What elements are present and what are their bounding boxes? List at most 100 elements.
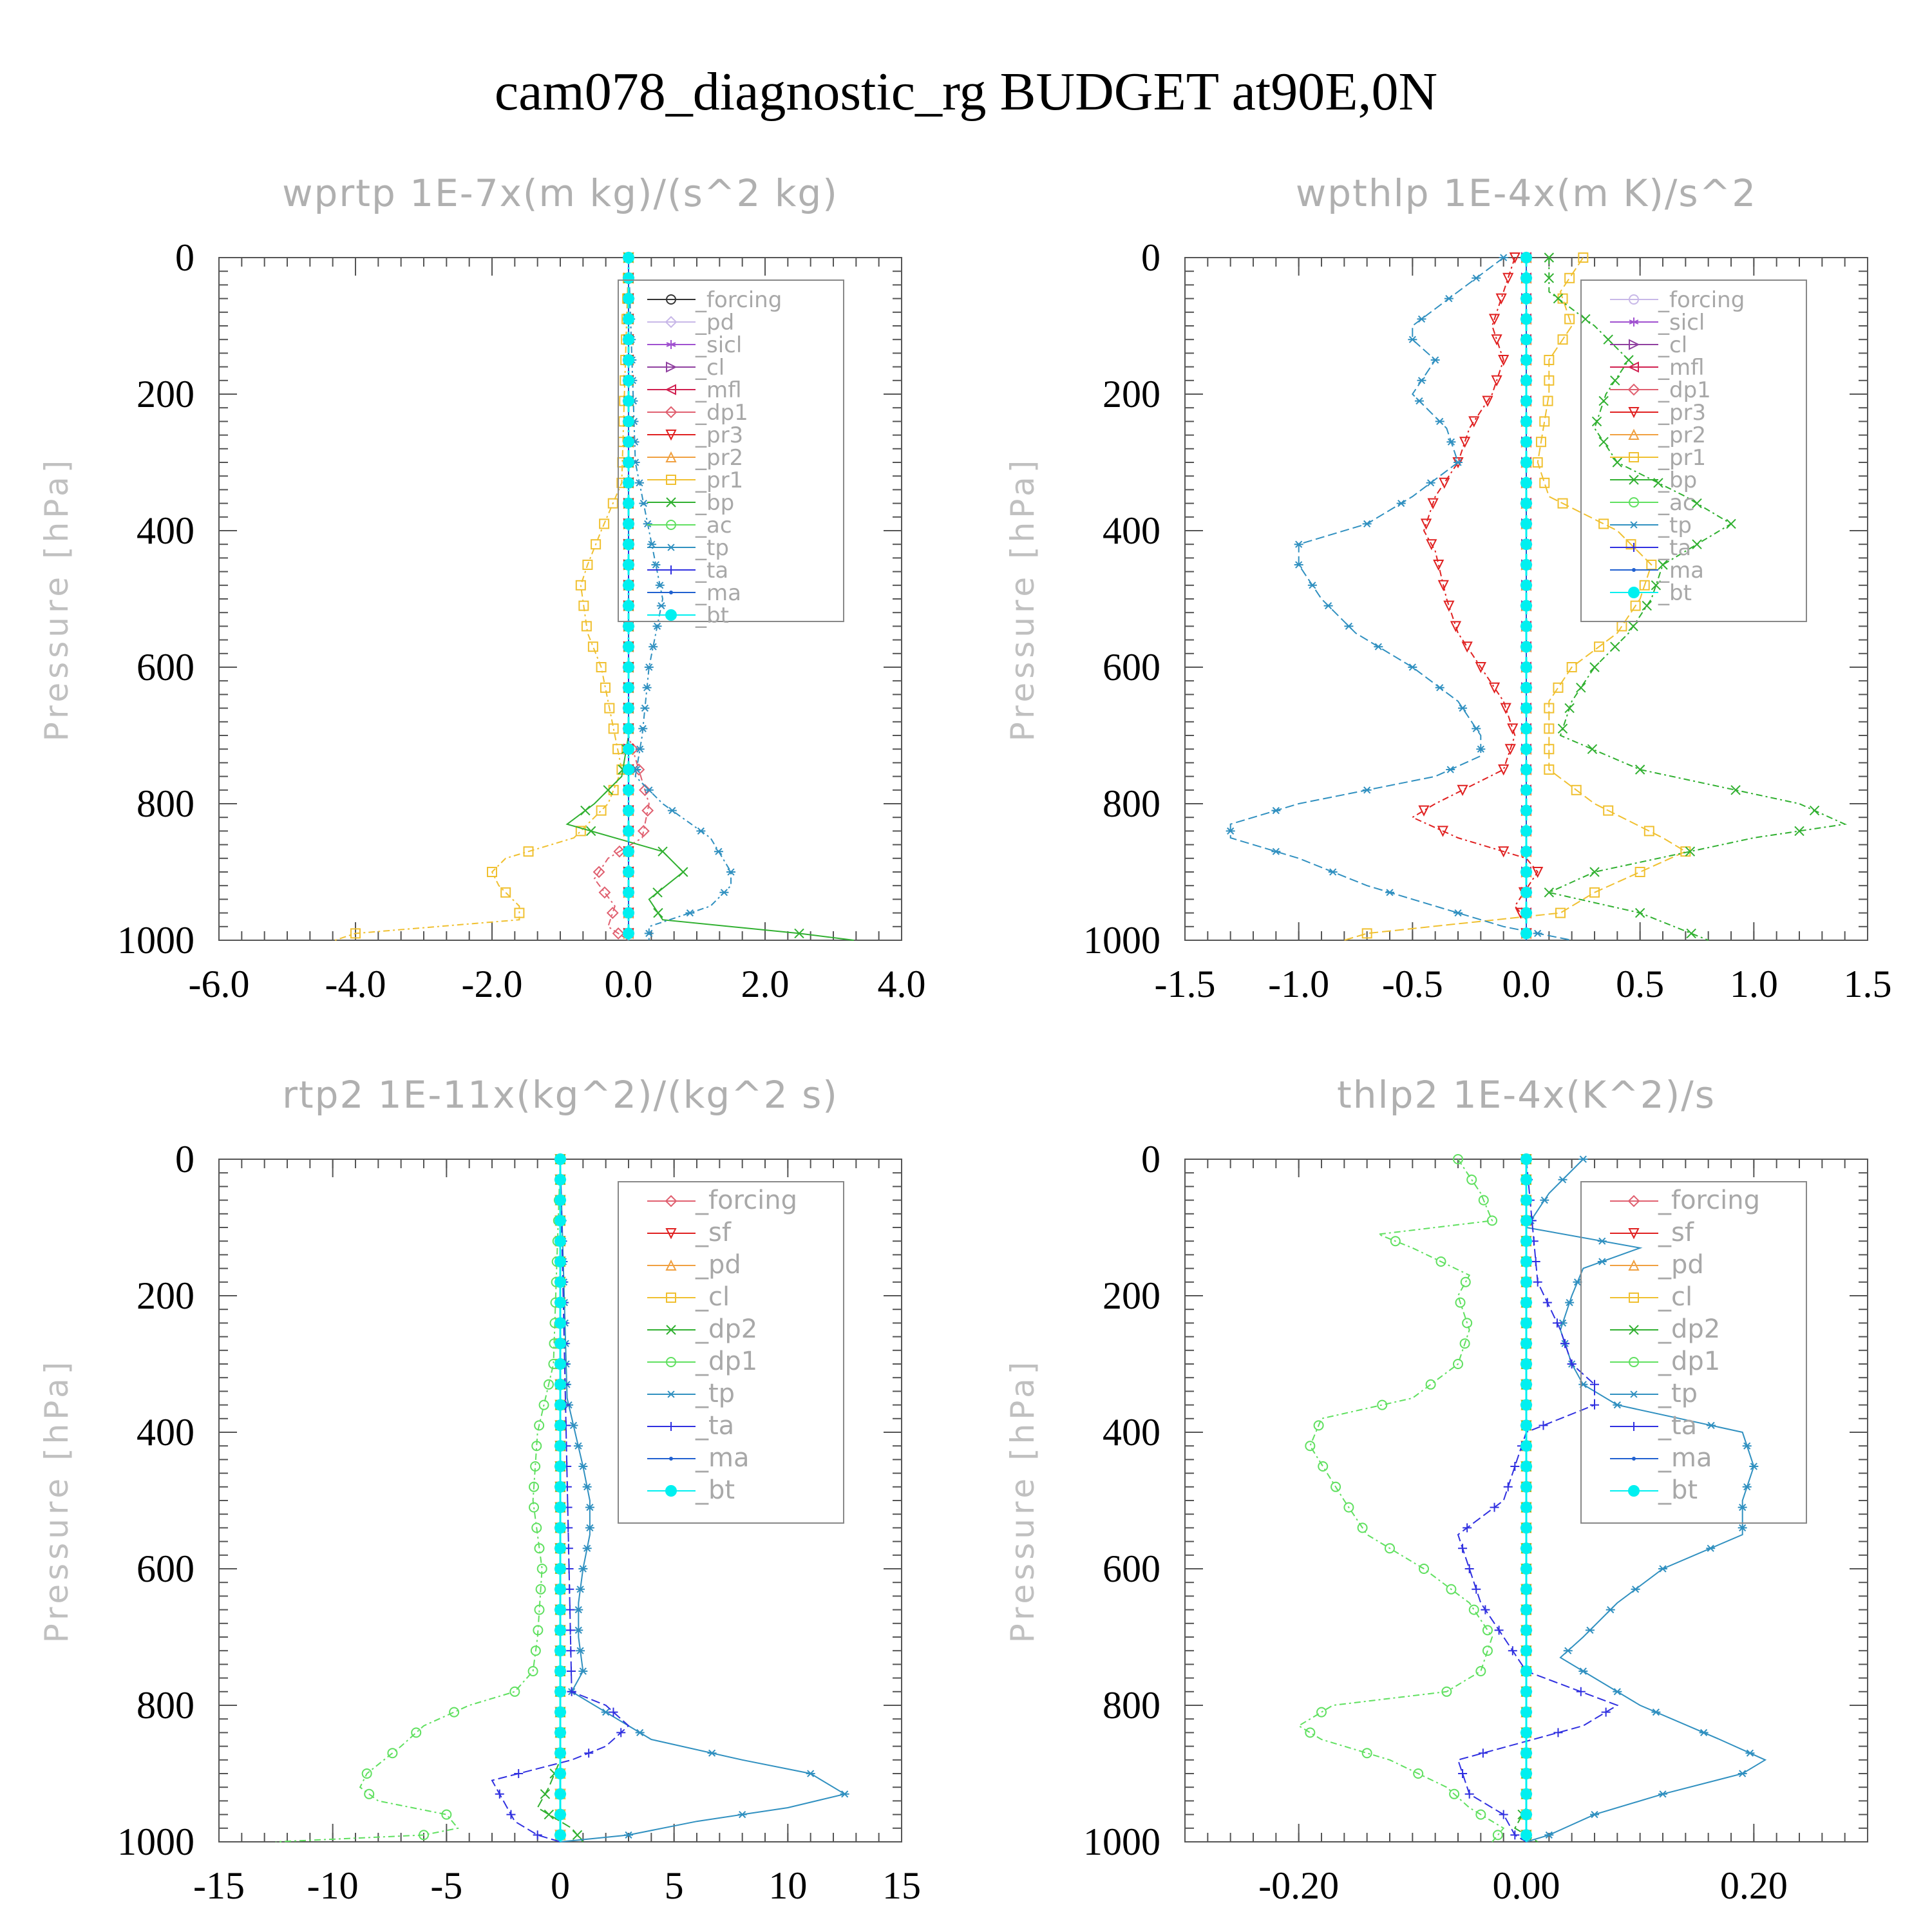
- data-point: [1462, 1318, 1473, 1329]
- data-point: [1576, 1687, 1586, 1696]
- data-point: [1504, 744, 1516, 755]
- legend-entry: _tp: [1610, 513, 1692, 538]
- data-point: [1544, 703, 1555, 714]
- data-point: [1738, 1503, 1747, 1511]
- data-point: [1450, 621, 1462, 632]
- data-point: [1408, 336, 1417, 343]
- data-point: [1544, 887, 1555, 898]
- data-point: [600, 682, 611, 693]
- data-point: [1344, 622, 1354, 630]
- data-point: [1542, 395, 1553, 406]
- data-point: [1520, 1358, 1532, 1370]
- data-point: [1520, 1256, 1532, 1267]
- data-point: [1385, 1543, 1395, 1554]
- data-point: [565, 1605, 574, 1615]
- legend-label: _dp1: [1658, 1347, 1720, 1376]
- data-point: [1318, 1461, 1329, 1472]
- data-point: [623, 825, 634, 837]
- data-point: [574, 1605, 583, 1614]
- x-tick-label: 5: [665, 1864, 684, 1907]
- data-point: [566, 1667, 576, 1676]
- data-point: [644, 929, 654, 938]
- data-point: [1478, 1748, 1488, 1758]
- data-point: [1430, 356, 1440, 364]
- data-point: [1520, 886, 1532, 898]
- data-point: [1460, 1276, 1471, 1287]
- data-point: [554, 1645, 566, 1657]
- data-point: [667, 806, 677, 815]
- data-point: [1343, 1502, 1354, 1513]
- legend-entry: _pd: [647, 310, 734, 336]
- data-point: [1458, 704, 1468, 712]
- data-point: [554, 1665, 566, 1677]
- data-point: [1539, 416, 1550, 427]
- data-point: [616, 1728, 626, 1738]
- legend-entry: _pr3: [1610, 400, 1706, 426]
- y-tick-label: 1000: [1083, 1821, 1160, 1863]
- data-point: [1455, 1297, 1466, 1308]
- data-point: [1520, 1481, 1532, 1493]
- data-point: [1520, 1542, 1532, 1555]
- data-point: [529, 1502, 540, 1513]
- data-point: [1625, 539, 1636, 550]
- legend-label: _pd: [695, 310, 734, 336]
- data-point: [1458, 1769, 1468, 1778]
- data-point: [623, 395, 634, 407]
- data-point: [1446, 766, 1455, 773]
- legend-label: _pr2: [1658, 422, 1706, 448]
- legend-entry: _dp1: [647, 400, 748, 426]
- series-line: [1344, 257, 1687, 941]
- data-point: [1498, 355, 1510, 366]
- data-point: [599, 518, 610, 529]
- data-point: [1271, 806, 1281, 815]
- legend-marker: [667, 565, 676, 574]
- legend-label: _bp: [1658, 468, 1697, 493]
- data-point: [1472, 724, 1481, 733]
- data-point: [598, 886, 611, 899]
- data-point: [1520, 825, 1532, 837]
- legend-marker: [1629, 1390, 1638, 1398]
- data-point: [1390, 1236, 1401, 1247]
- data-point: [623, 620, 634, 632]
- data-point: [1612, 457, 1623, 468]
- legend-entry: _sf: [647, 1218, 732, 1247]
- data-point: [585, 1524, 594, 1532]
- y-tick-label: 800: [137, 782, 194, 825]
- legend-entry: _tp: [647, 535, 729, 561]
- data-point: [1520, 1501, 1532, 1513]
- data-point: [623, 252, 634, 263]
- data-point: [1520, 1706, 1532, 1718]
- data-point: [635, 745, 645, 753]
- x-tick-label: -15: [193, 1864, 245, 1907]
- legend-entry: _mfl: [647, 377, 742, 403]
- legend-marker: [665, 1228, 677, 1240]
- legend-marker: [665, 384, 676, 395]
- data-point: [575, 580, 586, 591]
- data-point: [554, 1808, 566, 1821]
- data-point: [794, 928, 804, 939]
- data-point: [609, 1707, 618, 1717]
- data-point: [1658, 1790, 1667, 1798]
- data-point: [1651, 1708, 1661, 1716]
- data-point: [1427, 498, 1439, 509]
- legend-marker: [665, 316, 677, 328]
- figure-title: cam078_diagnostic_rg BUDGET at90E,0N: [495, 62, 1437, 122]
- data-point: [1651, 580, 1662, 591]
- series-bt: [623, 252, 634, 940]
- data-point: [533, 1830, 542, 1840]
- data-point: [536, 1564, 547, 1574]
- legend-marker: [665, 406, 677, 419]
- data-point: [1444, 294, 1454, 303]
- data-point: [1449, 1788, 1460, 1799]
- legend-entry: _cl: [647, 355, 724, 381]
- data-point: [554, 1829, 566, 1841]
- legend-label: _forcing: [1658, 1186, 1760, 1215]
- legend-entry: _dp1: [1610, 377, 1711, 403]
- legend-entry: _pr3: [647, 422, 743, 448]
- data-point: [1552, 1318, 1562, 1328]
- data-point: [573, 1442, 583, 1450]
- legend-marker: [1629, 317, 1639, 327]
- data-point: [1520, 559, 1532, 571]
- data-point: [1539, 1421, 1548, 1430]
- panel-title: rtp2 1E-11x(kg^2)/(kg^2 s): [282, 1073, 838, 1117]
